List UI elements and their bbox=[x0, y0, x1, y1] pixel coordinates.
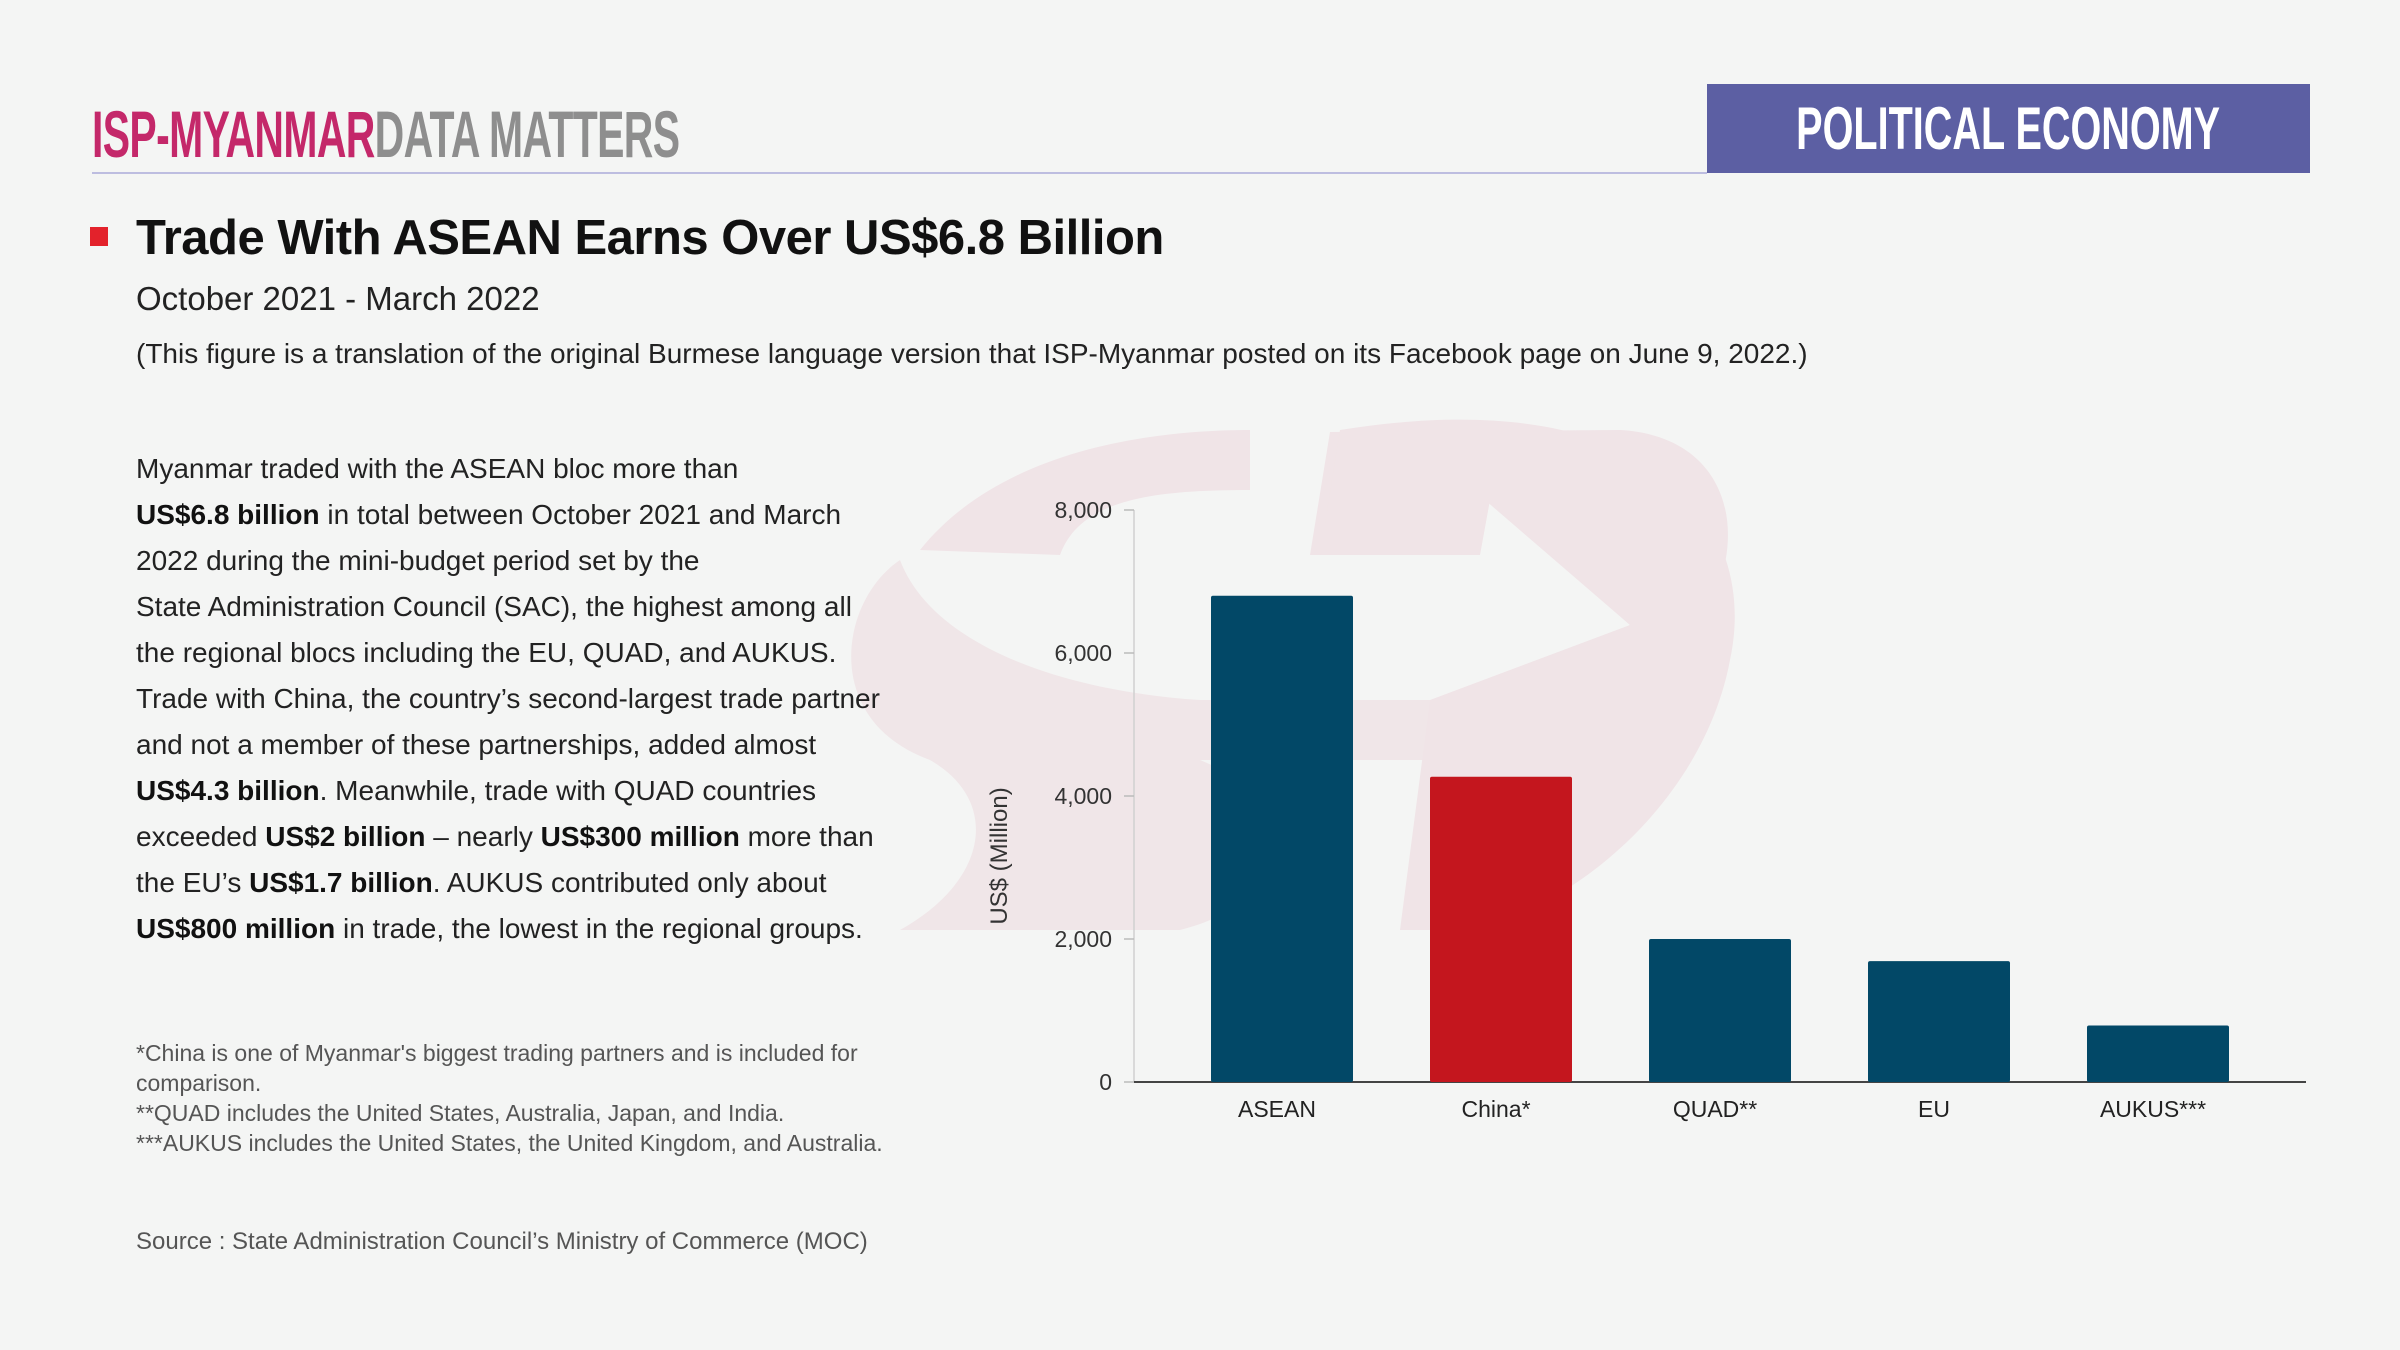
source-note: Source : State Administration Council’s … bbox=[136, 1228, 868, 1255]
summary-paragraph: Myanmar traded with the ASEAN bloc more … bbox=[136, 446, 880, 952]
paragraph-text: in trade, the lowest in the regional gro… bbox=[335, 913, 863, 944]
paragraph-line: Trade with China, the country’s second-l… bbox=[136, 676, 880, 722]
paragraph-text: Trade with China, the country’s second-l… bbox=[136, 683, 880, 714]
paragraph-text: in total between October 2021 and March bbox=[319, 499, 842, 530]
category-banner: POLITICAL ECONOMY bbox=[1707, 84, 2310, 173]
paragraph-text: State Administration Council (SAC), the … bbox=[136, 591, 852, 622]
y-tick-label: 6,000 bbox=[1054, 640, 1112, 666]
paragraph-line: Myanmar traded with the ASEAN bloc more … bbox=[136, 446, 880, 492]
paragraph-text: . Meanwhile, trade with QUAD countries bbox=[319, 775, 817, 806]
page-title: Trade With ASEAN Earns Over US$6.8 Billi… bbox=[136, 211, 1164, 265]
paragraph-text: . AUKUS contributed only about bbox=[432, 867, 827, 898]
paragraph-text: and not a member of these partnerships, … bbox=[136, 729, 817, 760]
bar-aukus bbox=[2087, 1025, 2229, 1082]
paragraph-text: 2022 during the mini-budget period set b… bbox=[136, 545, 700, 576]
paragraph-line: US$800 million in trade, the lowest in t… bbox=[136, 906, 880, 952]
highlight-figure: US$1.7 billion bbox=[249, 867, 433, 898]
y-tick-label: 0 bbox=[1099, 1069, 1112, 1095]
footnotes: *China is one of Myanmar's biggest tradi… bbox=[136, 1038, 916, 1158]
date-range: October 2021 - March 2022 bbox=[136, 280, 540, 317]
footnote: **QUAD includes the United States, Austr… bbox=[136, 1100, 785, 1126]
paragraph-line: exceeded US$2 billion – nearly US$300 mi… bbox=[136, 814, 880, 860]
paragraph-text: exceeded bbox=[136, 821, 266, 852]
footnote: ***AUKUS includes the United States, the… bbox=[136, 1130, 883, 1156]
y-tick-label: 4,000 bbox=[1054, 783, 1112, 809]
paragraph-line: US$6.8 billion in total between October … bbox=[136, 492, 880, 538]
paragraph-line: the EU’s US$1.7 billion. AUKUS contribut… bbox=[136, 860, 880, 906]
header-divider bbox=[92, 172, 1707, 174]
translation-note: (This figure is a translation of the ori… bbox=[136, 338, 1808, 369]
category-label: POLITICAL ECONOMY bbox=[1796, 95, 2221, 162]
paragraph-text: more than bbox=[739, 821, 874, 852]
paragraph-line: 2022 during the mini-budget period set b… bbox=[136, 538, 880, 584]
paragraph-text: the regional blocs including the EU, QUA… bbox=[136, 637, 837, 668]
paragraph-text: Myanmar traded with the ASEAN bloc more … bbox=[136, 453, 739, 484]
y-axis-label: US$ (Million) bbox=[986, 787, 1013, 924]
paragraph-text: – nearly bbox=[425, 821, 541, 852]
brand-name: ISP-MYANMAR bbox=[92, 97, 375, 171]
x-tick-label: China* bbox=[1461, 1096, 1530, 1122]
footnote: *China is one of Myanmar's biggest tradi… bbox=[136, 1040, 858, 1096]
x-tick-label: ASEAN bbox=[1238, 1096, 1316, 1122]
series-name: DATA MATTERS bbox=[374, 97, 680, 171]
paragraph-text: the EU’s bbox=[136, 867, 250, 898]
highlight-figure: US$6.8 billion bbox=[136, 499, 320, 530]
paragraph-line: State Administration Council (SAC), the … bbox=[136, 584, 880, 630]
x-tick-label: EU bbox=[1918, 1096, 1950, 1122]
brand-logo: ISP-MYANMARDATA MATTERS bbox=[92, 96, 680, 172]
y-tick-label: 8,000 bbox=[1054, 497, 1112, 523]
y-tick-label: 2,000 bbox=[1054, 926, 1112, 952]
watermark-logo bbox=[851, 419, 1735, 930]
highlight-figure: US$300 million bbox=[540, 821, 740, 852]
paragraph-line: and not a member of these partnerships, … bbox=[136, 722, 880, 768]
highlight-figure: US$800 million bbox=[136, 913, 336, 944]
title-bullet-icon bbox=[90, 227, 108, 246]
highlight-figure: US$2 billion bbox=[265, 821, 426, 852]
bar-eu bbox=[1868, 961, 2010, 1082]
paragraph-line: the regional blocs including the EU, QUA… bbox=[136, 630, 880, 676]
bar-china bbox=[1430, 776, 1572, 1082]
highlight-figure: US$4.3 billion bbox=[136, 775, 320, 806]
paragraph-line: US$4.3 billion. Meanwhile, trade with QU… bbox=[136, 768, 880, 814]
x-tick-label: AUKUS*** bbox=[2100, 1096, 2206, 1122]
bar-quad bbox=[1649, 939, 1791, 1082]
x-tick-label: QUAD** bbox=[1673, 1096, 1757, 1122]
bar-asean bbox=[1211, 595, 1353, 1082]
